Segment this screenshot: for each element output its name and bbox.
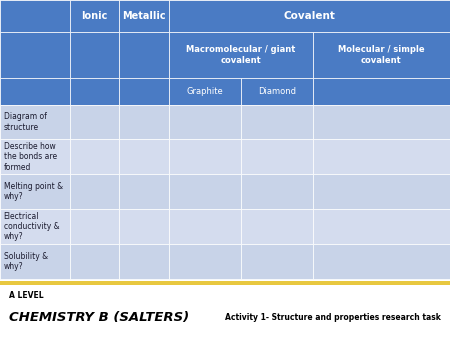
Bar [0, 104, 70, 139]
Text: Macromolecular / giant
covalent: Macromolecular / giant covalent [186, 45, 296, 65]
Text: Diamond: Diamond [258, 87, 296, 96]
Bar [70, 104, 119, 139]
Bar [119, 244, 169, 279]
Bar [169, 32, 313, 78]
Text: Describe how
the bonds are
formed: Describe how the bonds are formed [4, 142, 57, 172]
Bar [241, 209, 313, 244]
Bar [119, 104, 169, 139]
Text: Electrical
conductivity &
why?: Electrical conductivity & why? [4, 212, 59, 241]
Bar [70, 0, 119, 32]
Bar [119, 78, 169, 104]
Bar [169, 78, 241, 104]
Bar [0, 209, 70, 244]
Bar [241, 244, 313, 279]
Bar [241, 78, 313, 104]
Bar [169, 174, 241, 209]
Bar [313, 244, 450, 279]
Bar [119, 209, 169, 244]
Bar [70, 78, 119, 104]
Text: Ionic: Ionic [81, 11, 108, 21]
Text: Activity 1- Structure and properties research task: Activity 1- Structure and properties res… [225, 313, 441, 322]
Bar [169, 0, 450, 32]
Bar [70, 140, 119, 174]
Bar [0, 0, 70, 32]
Text: Graphite: Graphite [186, 87, 223, 96]
Bar [119, 0, 169, 32]
Text: CHEMISTRY B (SALTERS): CHEMISTRY B (SALTERS) [9, 311, 189, 324]
Bar [169, 104, 241, 139]
Bar [119, 140, 169, 174]
Bar [169, 209, 241, 244]
Bar [241, 174, 313, 209]
Bar [70, 209, 119, 244]
Bar [0, 32, 70, 78]
Bar [0, 78, 70, 104]
Bar [119, 32, 169, 78]
Bar [313, 78, 450, 104]
Bar [70, 174, 119, 209]
Text: Melting point &
why?: Melting point & why? [4, 182, 63, 201]
Bar [119, 174, 169, 209]
Bar [0, 281, 450, 285]
Text: Metallic: Metallic [122, 11, 166, 21]
Bar [313, 174, 450, 209]
Text: Covalent: Covalent [284, 11, 335, 21]
Bar [241, 104, 313, 139]
Bar [0, 244, 70, 279]
Bar [313, 32, 450, 78]
Bar [70, 32, 119, 78]
Text: A LEVEL: A LEVEL [9, 291, 44, 300]
Text: Diagram of
structure: Diagram of structure [4, 112, 46, 132]
Text: Molecular / simple
covalent: Molecular / simple covalent [338, 45, 425, 65]
Bar [313, 209, 450, 244]
Bar [169, 244, 241, 279]
Bar [0, 174, 70, 209]
Bar [70, 244, 119, 279]
Bar [169, 140, 241, 174]
Bar [313, 104, 450, 139]
Bar [0, 140, 70, 174]
Bar [313, 140, 450, 174]
Bar [241, 140, 313, 174]
Text: Solubility &
why?: Solubility & why? [4, 252, 48, 271]
